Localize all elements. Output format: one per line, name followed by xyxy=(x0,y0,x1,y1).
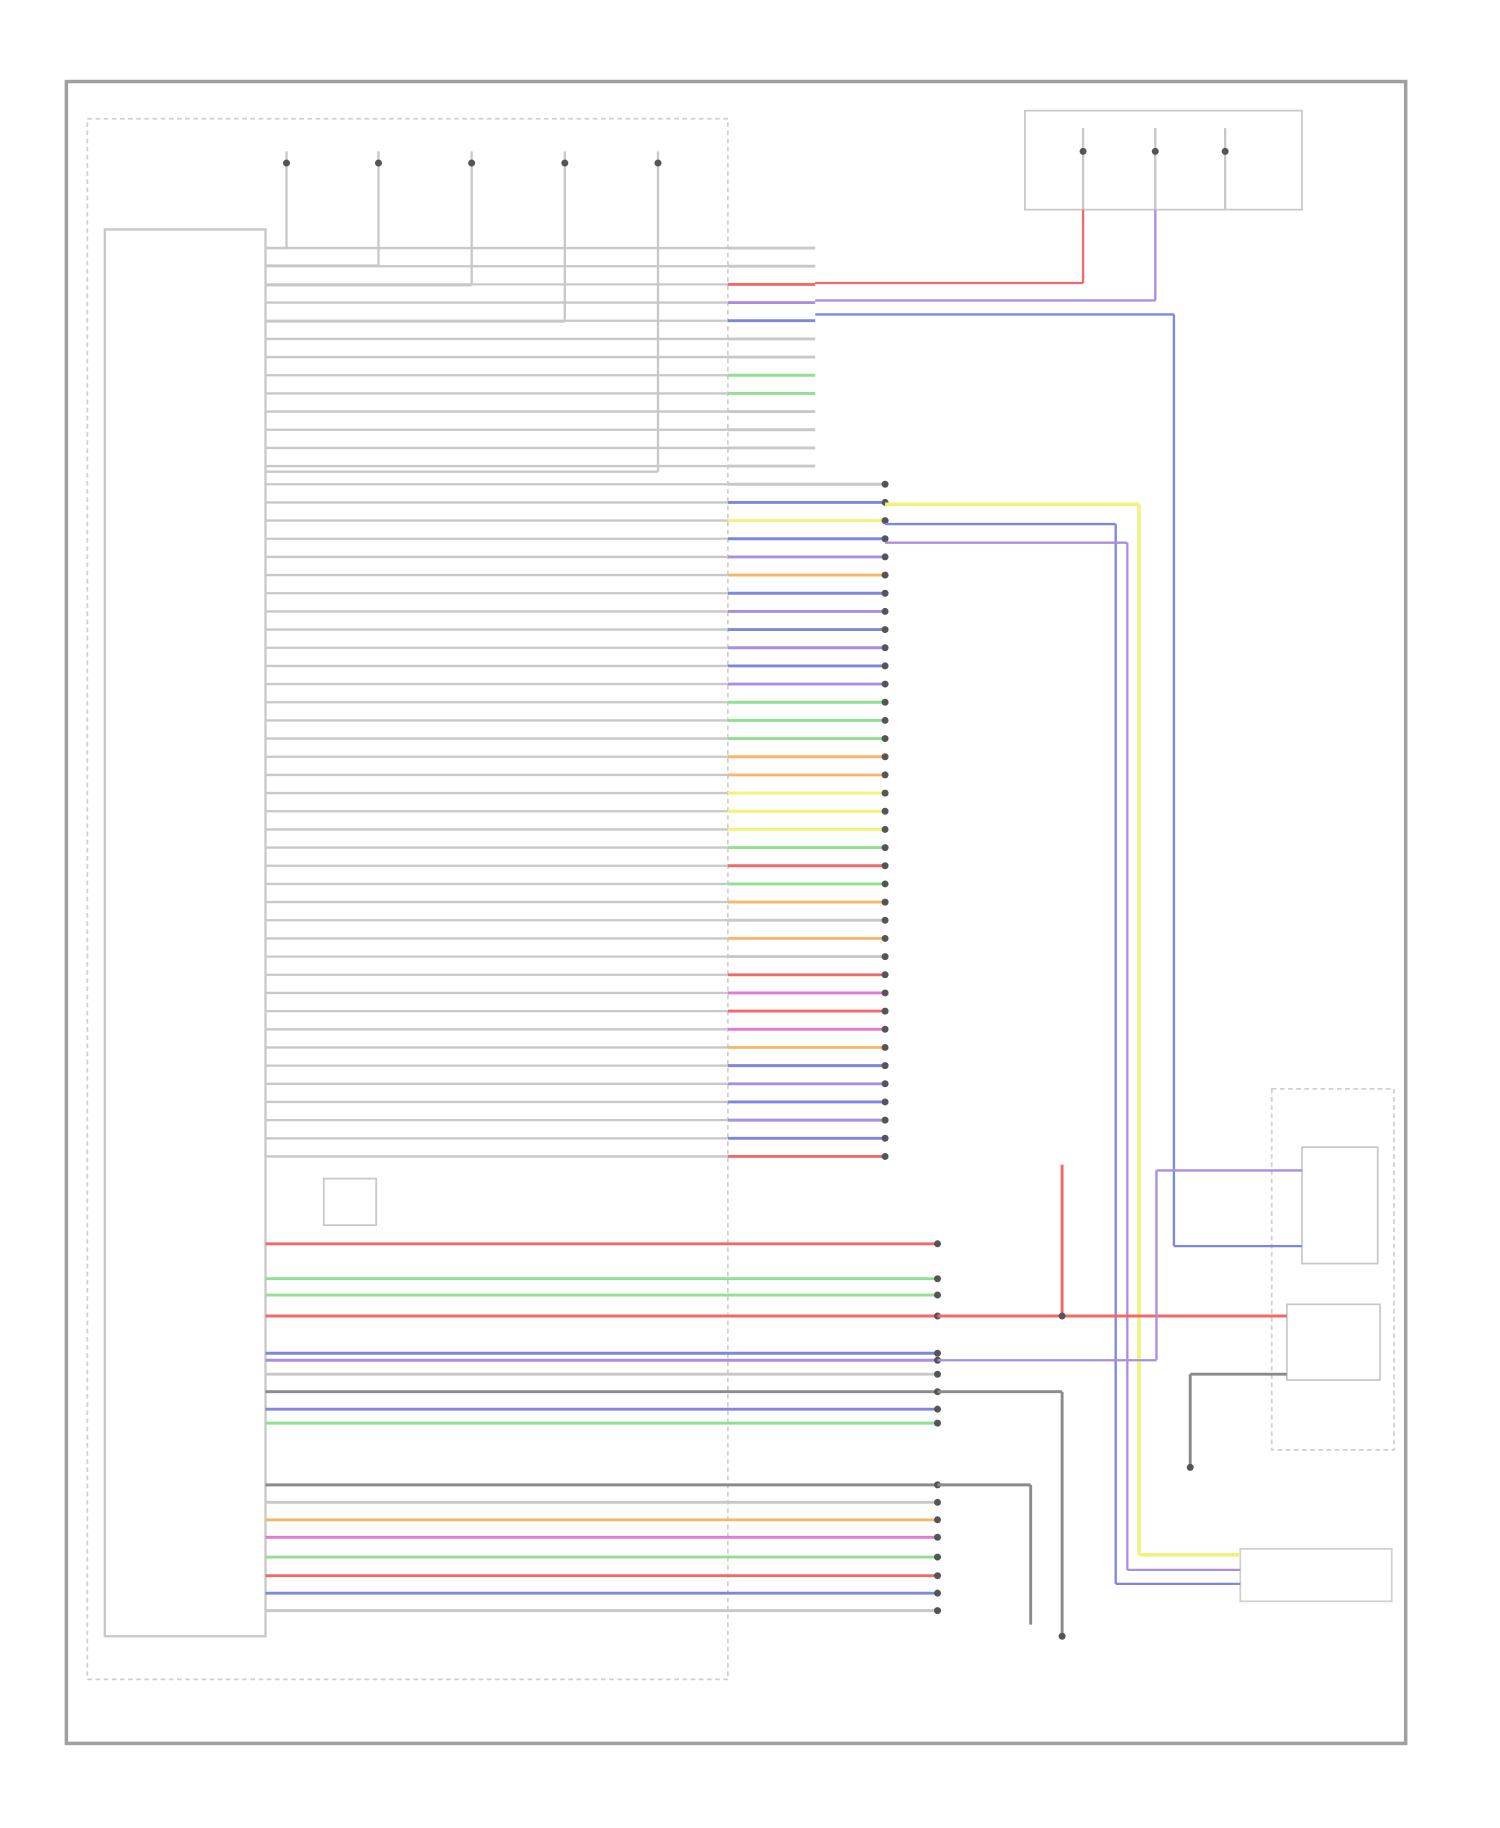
diagram-frame xyxy=(64,79,1408,1746)
connector-pin xyxy=(881,753,889,761)
connector-pin xyxy=(881,934,889,942)
connector-pin xyxy=(934,1275,941,1283)
switch-assembly xyxy=(1270,1088,1395,1451)
fuse-terminal xyxy=(1221,147,1229,155)
connector-pin xyxy=(881,1116,889,1124)
connector-pin xyxy=(881,571,889,579)
relay-component xyxy=(1301,1146,1379,1265)
fuse-terminal xyxy=(375,159,382,167)
splice-dot xyxy=(1058,1312,1066,1320)
connector-pin xyxy=(934,1291,941,1299)
connector-pin xyxy=(934,1498,941,1506)
connector-pin xyxy=(881,644,889,652)
connector-pin xyxy=(881,553,889,561)
connector-pin xyxy=(881,535,889,543)
fuse-terminal xyxy=(468,159,476,167)
connector-pin xyxy=(881,1098,889,1106)
ground-point xyxy=(1058,1632,1066,1640)
connector-pin xyxy=(881,626,889,634)
control-unit-boundary xyxy=(86,117,729,1681)
connector-pin xyxy=(881,1080,889,1088)
connector-pin xyxy=(881,735,889,743)
connector-pin xyxy=(934,1553,941,1561)
connector-pin xyxy=(881,680,889,688)
connector-pin xyxy=(881,825,889,833)
connector-pin xyxy=(881,789,889,797)
connector-pin xyxy=(881,589,889,597)
connector-pin xyxy=(881,1007,889,1015)
connector-pin xyxy=(881,517,889,525)
resistor-component xyxy=(322,1177,378,1227)
connector-pin xyxy=(881,844,889,852)
connector-pin xyxy=(881,1152,889,1160)
fuse-terminal xyxy=(282,159,290,167)
fuse-relay-box xyxy=(1023,109,1303,211)
connector-pin xyxy=(881,1134,889,1142)
fuse-terminal xyxy=(1079,147,1087,155)
connector-pin xyxy=(881,771,889,779)
fuse-terminal xyxy=(1151,147,1159,155)
connector-pin xyxy=(934,1572,941,1580)
connector-pin xyxy=(881,716,889,724)
connector-pin xyxy=(934,1516,941,1524)
connector-pin xyxy=(881,807,889,815)
control-module-connector xyxy=(103,228,267,1638)
connector-pin xyxy=(934,1240,941,1248)
connector-pin xyxy=(934,1589,941,1597)
connector-pin xyxy=(881,480,889,488)
fuse-terminal xyxy=(654,159,662,167)
connector-pin xyxy=(881,971,889,979)
connector-pin xyxy=(934,1533,941,1541)
sensor-connector xyxy=(1239,1548,1393,1603)
ground-point xyxy=(1186,1463,1194,1471)
connector-pin xyxy=(934,1349,941,1357)
connector-pin xyxy=(881,698,889,706)
connector-pin xyxy=(881,953,889,961)
connector-pin xyxy=(881,662,889,670)
connector-pin xyxy=(881,607,889,615)
connector-pin xyxy=(881,1062,889,1070)
connector-pin xyxy=(881,862,889,870)
switch-component xyxy=(1286,1303,1381,1381)
connector-pin xyxy=(881,916,889,924)
connector-pin xyxy=(881,880,889,888)
connector-pin xyxy=(881,898,889,906)
connector-pin xyxy=(934,1370,941,1378)
fuse-terminal xyxy=(561,159,569,167)
connector-pin xyxy=(934,1607,941,1615)
connector-pin xyxy=(881,1025,889,1033)
connector-pin xyxy=(881,1043,889,1051)
connector-pin xyxy=(881,989,889,997)
connector-pin xyxy=(934,1419,941,1427)
connector-pin xyxy=(934,1405,941,1413)
